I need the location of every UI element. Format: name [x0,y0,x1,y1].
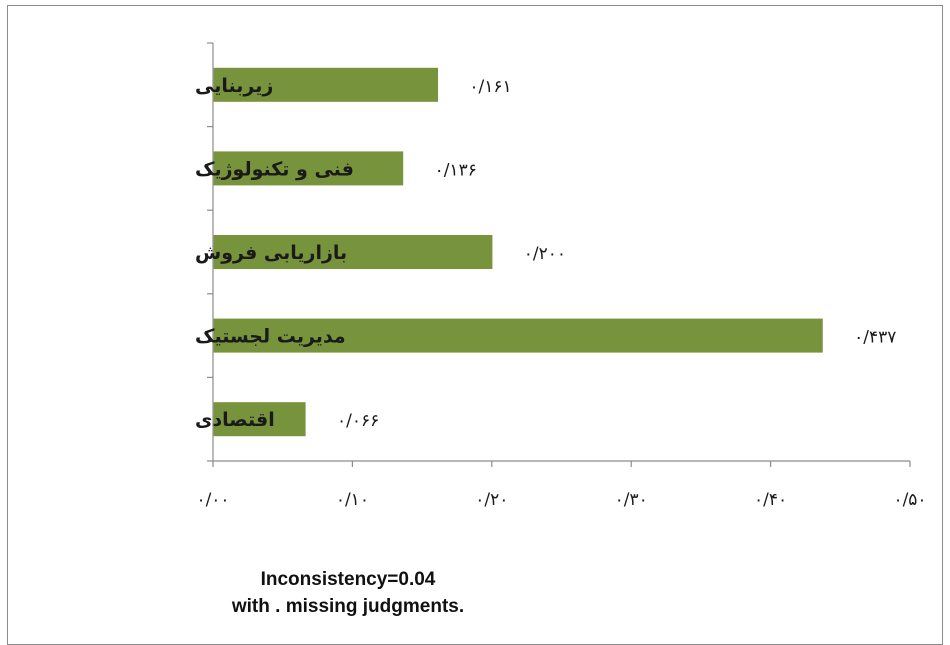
axes [207,42,911,467]
value-label: ۰/۲۰۰ [524,244,566,264]
bar [213,67,439,102]
value-label: ۰/۱۶۱ [469,77,511,97]
category-label: فنی و تکنولوژیک [195,158,354,180]
x-tick-label: ۰/۲۰ [475,490,508,510]
bar [213,235,493,269]
x-tick-labels: ۰/۰۰ ۰/۱۰ ۰/۲۰ ۰/۳۰ ۰/۴۰ ۰/۵۰ [196,490,926,510]
missing-judgments-text: with . missing judgments. [231,596,465,617]
value-labels: ۰/۱۶۱ ۰/۱۳۶ ۰/۲۰۰ ۰/۴۳۷ ۰/۰۶۶ [337,77,896,431]
bar [213,318,823,353]
x-tick-label: ۰/۴۰ [754,490,787,510]
category-label: اقتصادی [195,409,275,431]
inconsistency-text: Inconsistency=0.04 [260,569,436,590]
x-tick-label: ۰/۵۰ [893,490,926,510]
bar [213,402,306,437]
bar-chart: زیربنایی فنی و تکنولوژیک بازاریابی فروش مدی… [195,42,927,510]
chart-frame: زیربنایی فنی و تکنولوژیک بازاریابی فروش مدی… [7,5,943,645]
value-label: ۰/۴۳۷ [854,328,896,348]
value-label: ۰/۰۶۶ [337,411,379,431]
value-label: ۰/۱۳۶ [435,160,477,180]
bar [213,151,404,186]
x-tick-label: ۰/۱۰ [336,490,369,510]
category-label: مدیریت لجستیک [195,326,346,348]
bars [213,67,823,437]
x-tick-label: ۰/۳۰ [615,490,648,510]
consistency-note: Inconsistency=0.04 with . missing judgme… [178,566,518,620]
category-label: بازاریابی فروش [195,242,347,264]
x-tick-label: ۰/۰۰ [196,490,229,510]
category-label: زیربنایی [195,75,273,97]
category-labels: زیربنایی فنی و تکنولوژیک بازاریابی فروش مدی… [195,75,354,431]
